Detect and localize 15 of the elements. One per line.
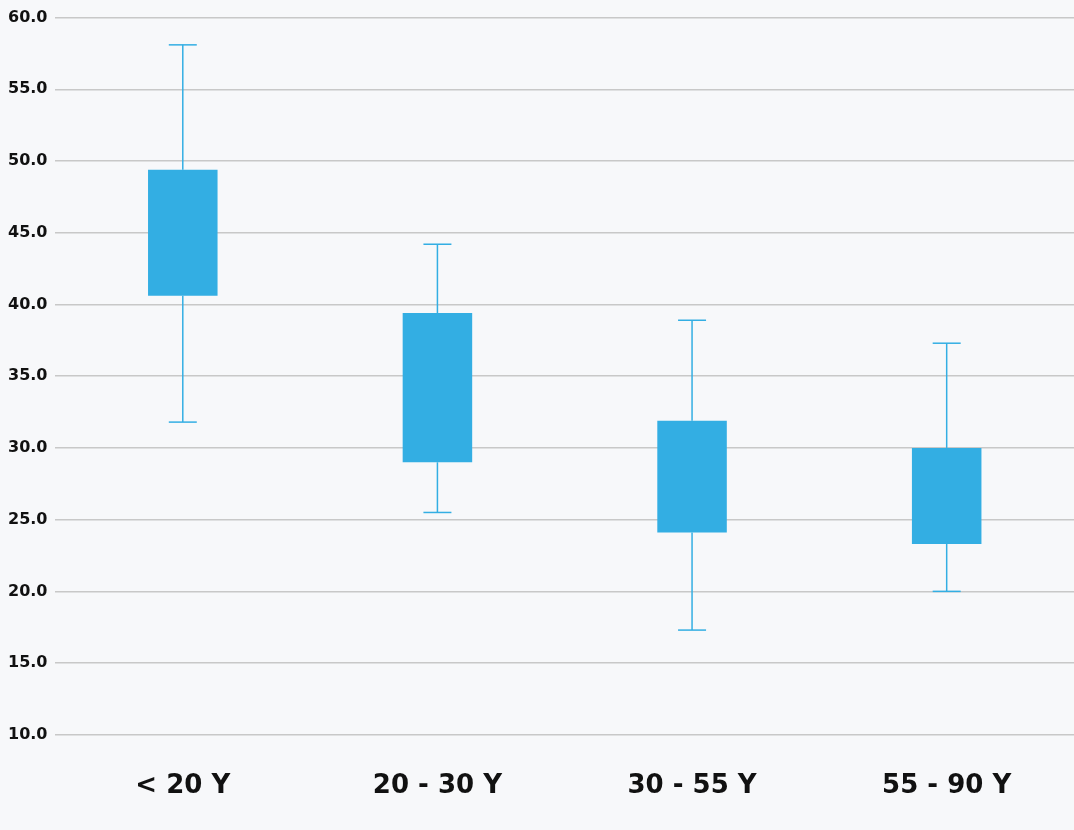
x-tick-label: 55 - 90 Y — [882, 769, 1013, 800]
y-tick-label: 45.0 — [7, 221, 48, 241]
x-tick-label: < 20 Y — [135, 769, 232, 800]
y-tick-label: 55.0 — [7, 78, 48, 98]
y-tick-label: 40.0 — [7, 293, 48, 313]
x-tick-label: 20 - 30 Y — [372, 769, 504, 800]
y-tick-label: 10.0 — [7, 723, 48, 743]
y-tick-label: 30.0 — [7, 437, 48, 457]
y-tick-label: 50.0 — [7, 150, 48, 170]
y-tick-label: 35.0 — [7, 365, 48, 385]
y-tick-label: 25.0 — [7, 508, 48, 528]
y-tick-label: 15.0 — [7, 652, 48, 672]
x-tick-label: 30 - 55 Y — [627, 769, 758, 800]
y-tick-label: 60.0 — [7, 6, 48, 26]
y-tick-label: 20.0 — [7, 580, 48, 600]
